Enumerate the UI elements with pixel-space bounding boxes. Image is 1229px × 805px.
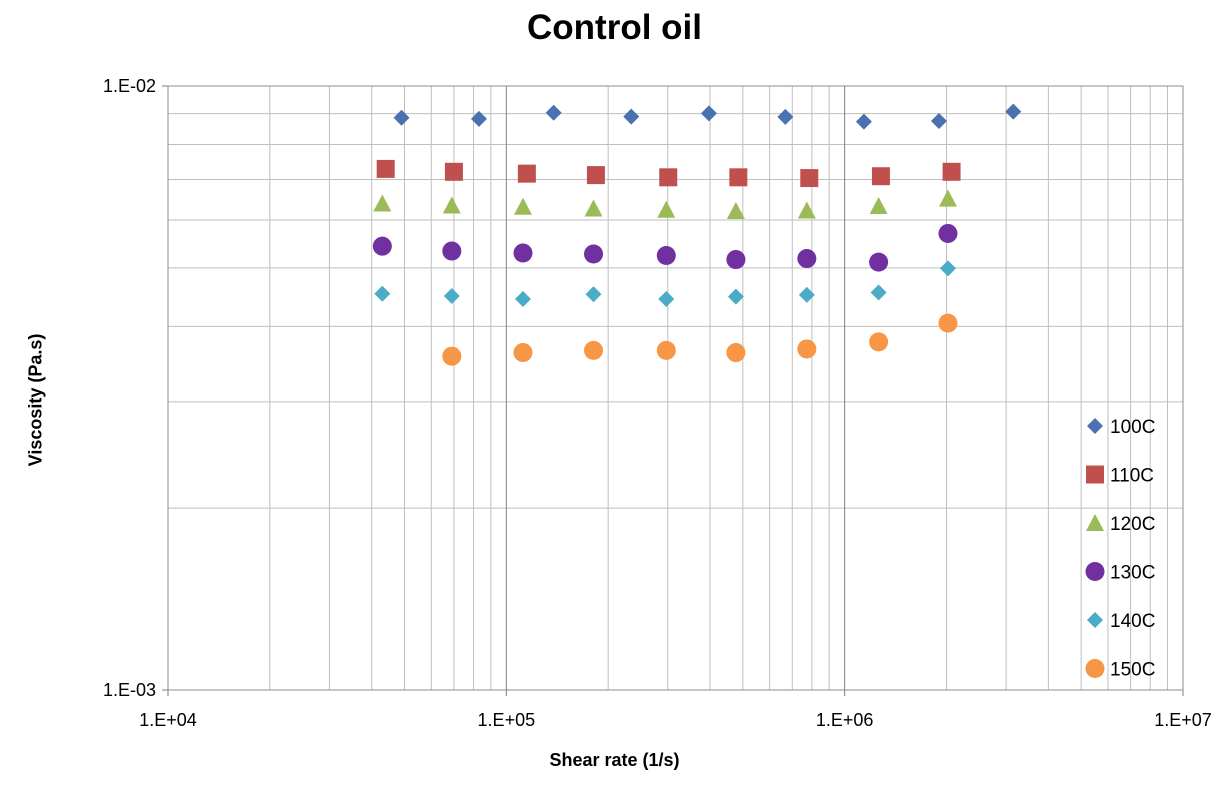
data-point-150c xyxy=(513,343,533,363)
data-point-110c xyxy=(517,164,536,183)
data-point-140c xyxy=(658,290,675,307)
legend-label-150c: 150C xyxy=(1110,660,1155,681)
legend-label-130c: 130C xyxy=(1110,563,1155,584)
data-point-140c xyxy=(374,285,391,302)
data-point-130c xyxy=(584,244,604,264)
data-point-150c xyxy=(726,343,746,363)
data-point-100c xyxy=(393,109,410,126)
data-point-120c xyxy=(869,196,888,214)
data-point-120c xyxy=(657,200,676,218)
data-point-120c xyxy=(584,199,603,217)
data-point-100c xyxy=(855,113,872,130)
legend-item-130c: 130C xyxy=(1085,562,1155,584)
data-point-130c xyxy=(656,246,676,266)
data-point-110c xyxy=(444,162,463,181)
legend-label-110c: 110C xyxy=(1110,466,1154,487)
x-axis-label: Shear rate (1/s) xyxy=(549,750,680,770)
x-tick-label: 1.E+07 xyxy=(1154,710,1212,730)
data-point-120c xyxy=(797,201,816,219)
legend-item-140c: 140C xyxy=(1087,611,1155,632)
x-tick-label: 1.E+06 xyxy=(816,710,874,730)
data-point-100c xyxy=(1005,103,1022,120)
data-point-100c xyxy=(545,104,562,121)
legend: 100C 110C 120C 130C 140C 150C xyxy=(1085,417,1155,681)
data-point-120c xyxy=(513,197,532,215)
minor-gridlines xyxy=(168,86,1183,690)
data-point-150c xyxy=(869,332,889,352)
data-point-130c xyxy=(513,243,533,263)
data-point-120c xyxy=(726,201,745,219)
data-point-150c xyxy=(656,340,676,360)
data-point-120c xyxy=(938,189,957,207)
legend-item-100c: 100C xyxy=(1087,417,1155,438)
data-point-150c xyxy=(797,339,817,359)
plot-area-border xyxy=(167,85,1184,691)
data-point-140c xyxy=(585,286,602,303)
data-point-120c xyxy=(373,194,392,212)
x-tick-label: 1.E+04 xyxy=(139,710,197,730)
y-tick-label: 1.E-02 xyxy=(103,76,156,96)
data-point-130c xyxy=(726,250,746,270)
data-point-110c xyxy=(659,168,678,187)
data-point-130c xyxy=(372,236,392,256)
data-point-110c xyxy=(376,159,395,178)
data-point-140c xyxy=(514,290,531,307)
data-point-100c xyxy=(700,105,717,122)
data-point-150c xyxy=(442,346,462,366)
legend-item-110c: 110C xyxy=(1086,465,1154,487)
data-points xyxy=(372,103,1022,366)
data-point-140c xyxy=(939,260,956,277)
legend-item-120c: 120C xyxy=(1086,514,1155,535)
data-point-130c xyxy=(938,223,958,243)
data-point-140c xyxy=(727,288,744,305)
data-point-100c xyxy=(623,108,640,125)
legend-label-120c: 120C xyxy=(1110,514,1155,535)
data-point-140c xyxy=(798,286,815,303)
data-point-140c xyxy=(443,288,460,305)
data-point-150c xyxy=(938,313,958,333)
data-point-120c xyxy=(442,196,461,214)
legend-label-100c: 100C xyxy=(1110,417,1155,438)
legend-item-150c: 150C xyxy=(1085,659,1155,681)
y-tick-label: 1.E-03 xyxy=(103,680,156,700)
data-point-130c xyxy=(797,249,817,269)
chart-title: Control oil xyxy=(527,8,702,47)
data-point-110c xyxy=(729,168,748,187)
data-point-140c xyxy=(870,284,887,301)
data-point-100c xyxy=(470,110,487,127)
data-point-150c xyxy=(584,340,604,360)
data-point-130c xyxy=(869,252,889,272)
data-point-130c xyxy=(442,241,462,261)
x-tick-label: 1.E+05 xyxy=(478,710,536,730)
data-point-110c xyxy=(942,162,961,181)
legend-marker-130c xyxy=(1085,562,1105,581)
legend-marker-110c xyxy=(1086,465,1104,484)
legend-marker-140c xyxy=(1087,612,1103,628)
data-point-110c xyxy=(800,169,819,188)
legend-marker-100c xyxy=(1087,418,1103,434)
data-point-110c xyxy=(871,167,890,186)
data-point-100c xyxy=(930,113,947,130)
data-point-100c xyxy=(777,108,794,125)
legend-marker-120c xyxy=(1086,514,1104,531)
legend-marker-150c xyxy=(1085,659,1105,678)
data-point-110c xyxy=(586,166,605,185)
axis-tick-labels: 1.E+04 1.E+05 1.E+06 1.E+07 1.E-03 1.E-02 xyxy=(103,76,1212,730)
legend-label-140c: 140C xyxy=(1110,611,1155,632)
